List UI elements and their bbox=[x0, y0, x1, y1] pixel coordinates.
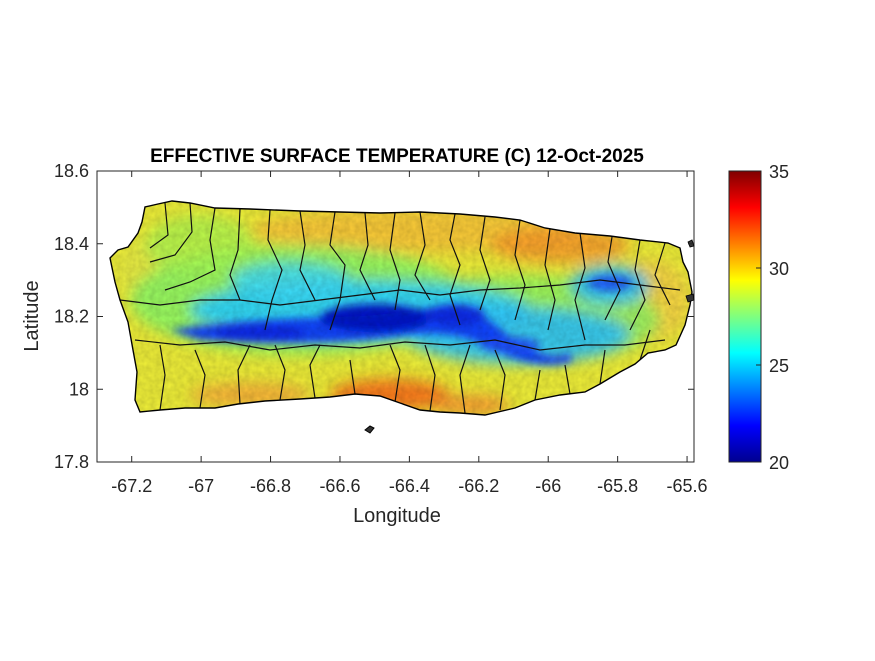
x-tick-label: -66 bbox=[535, 476, 561, 496]
temperature-field bbox=[110, 201, 692, 415]
x-tick-label: -65.6 bbox=[667, 476, 708, 496]
municipality-boundaries bbox=[119, 202, 681, 414]
y-tick-label: 18.4 bbox=[54, 234, 89, 254]
y-tick-label: 17.8 bbox=[54, 452, 89, 472]
colorbar bbox=[728, 170, 762, 463]
offshore-island bbox=[364, 425, 375, 434]
x-tick-label: -67.2 bbox=[111, 476, 152, 496]
y-axis-label: Latitude bbox=[21, 280, 43, 351]
colorbar-tick-label: 25 bbox=[769, 356, 789, 376]
x-tick-label: -67 bbox=[188, 476, 214, 496]
y-tick-label: 18.6 bbox=[54, 161, 89, 181]
y-tick-label: 18.2 bbox=[54, 307, 89, 327]
x-tick-label: -66.8 bbox=[250, 476, 291, 496]
chart-title: EFFECTIVE SURFACE TEMPERATURE (C) 12-Oct… bbox=[150, 146, 644, 167]
x-tick-label: -66.6 bbox=[319, 476, 360, 496]
x-axis: -67.2 -67 -66.8 -66.6 -66.4 -66.2 -66 -65.8 -65.… bbox=[111, 171, 708, 496]
x-axis-label: Longitude bbox=[353, 505, 441, 527]
colorbar-tick-label: 30 bbox=[769, 259, 789, 279]
y-tick-label: 18 bbox=[69, 379, 89, 399]
x-tick-label: -65.8 bbox=[597, 476, 638, 496]
offshore-island-east bbox=[685, 293, 695, 303]
colorbar-tick-label: 20 bbox=[769, 453, 789, 473]
colorbar-tick-label: 35 bbox=[769, 162, 789, 182]
colorbar-ticks: 20 25 30 35 bbox=[756, 162, 789, 473]
x-tick-label: -66.2 bbox=[458, 476, 499, 496]
y-axis: 17.8 18 18.2 18.4 18.6 bbox=[54, 161, 694, 472]
x-tick-label: -66.4 bbox=[389, 476, 430, 496]
